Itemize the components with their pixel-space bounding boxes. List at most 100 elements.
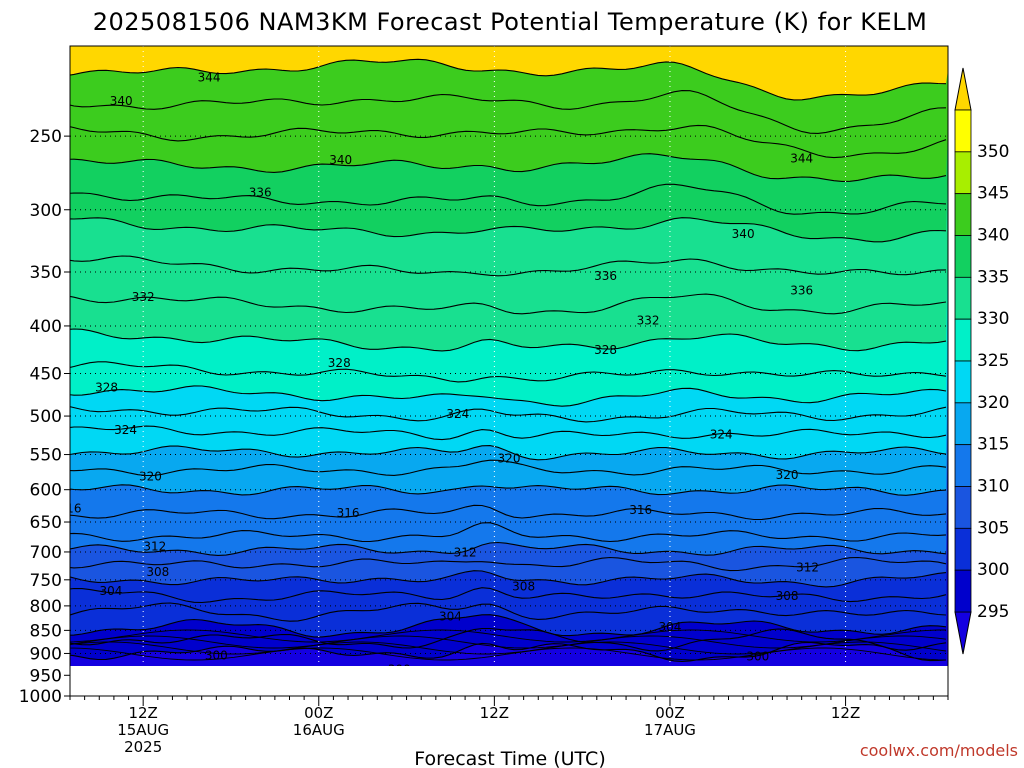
x-tick-label: 00Z [304, 704, 333, 722]
contour-label: 328 [328, 356, 351, 370]
colorbar-label: 330 [977, 309, 1009, 329]
isentrope-line [70, 293, 947, 315]
isentrope-line [70, 635, 947, 649]
y-tick-label: 650 [30, 513, 62, 533]
contour-label: 316 [337, 506, 360, 520]
contour-label: 304 [100, 584, 123, 598]
isentrope-line [70, 217, 947, 243]
colorbar-segment [954, 360, 972, 404]
contour-label: 340 [329, 153, 352, 167]
contour-label: 300 [746, 650, 769, 664]
colorbar-label: 345 [977, 184, 1009, 204]
isentrope-line [70, 629, 946, 643]
contour-label: 304 [439, 609, 462, 623]
colorbar-label: 340 [977, 226, 1009, 246]
colorbar-label: 310 [977, 477, 1009, 497]
contour-label: 316 [59, 502, 82, 516]
y-tick-label: 850 [30, 621, 62, 641]
isentrope-line [70, 124, 947, 159]
contour-label: 316 [629, 503, 652, 517]
contour-label: 344 [198, 71, 221, 85]
contour-label: 344 [790, 152, 813, 166]
isentrope-line [70, 522, 947, 543]
colorbar-label: 350 [977, 142, 1009, 162]
isentrope-line [70, 328, 947, 352]
pressure-axis: 250 300 350 400 450 500 550 600 650 700 750 800 850 9… [19, 127, 70, 707]
isentrope-contours [70, 58, 947, 662]
x-axis-label: Forecast Time (UTC) [414, 748, 605, 768]
colorbar-over-arrow [954, 67, 972, 111]
contour-label: 336 [790, 284, 813, 298]
isentrope-line [70, 255, 947, 277]
colorbar-segment [954, 444, 972, 487]
contour-label: 324 [114, 423, 137, 437]
y-tick-label: 750 [30, 571, 62, 591]
isentrope-line [70, 641, 947, 662]
colorbar-label: 320 [977, 393, 1009, 413]
contour-label: 308 [512, 580, 535, 594]
isentrope-line [70, 183, 947, 215]
y-tick-label: 800 [30, 597, 62, 617]
source-credit: coolwx.com/models [860, 741, 1018, 760]
y-tick-label: 950 [30, 666, 62, 686]
isentrope-line [70, 541, 947, 556]
isentrope-line [70, 425, 947, 441]
y-tick-label: 500 [30, 407, 62, 427]
colorbar-segment [954, 235, 972, 278]
contour-label: 336 [594, 269, 617, 283]
contour-label: 324 [446, 407, 469, 421]
y-tick-label: 250 [30, 127, 62, 147]
contour-label: 312 [143, 540, 166, 554]
ground-surface [70, 666, 948, 696]
x-tick-label: 00Z [655, 704, 684, 722]
colorbar-label: 335 [977, 267, 1009, 287]
colorbar-segment [954, 276, 972, 320]
isentrope-line [70, 445, 947, 461]
colorbar-segment [954, 569, 972, 613]
contour-label: 308 [146, 565, 169, 579]
y-tick-label: 550 [30, 446, 62, 466]
colorbar-segment [954, 527, 972, 571]
x-tick-label: 2025 [124, 738, 162, 756]
contour-label: 320 [776, 468, 799, 482]
isentrope-line [70, 587, 947, 604]
contour-label: 328 [594, 343, 617, 357]
contour-label: 340 [732, 227, 755, 241]
y-tick-label: 350 [30, 263, 62, 283]
colorbar-label: 300 [977, 560, 1009, 580]
y-tick-label: 450 [30, 365, 62, 385]
band-fill [70, 46, 948, 100]
contour-label: 304 [659, 620, 682, 634]
contour-label: 312 [454, 545, 477, 559]
y-tick-label: 900 [30, 644, 62, 664]
x-tick-label: 12Z [480, 704, 509, 722]
contour-label: 312 [796, 561, 819, 575]
isentrope-line [70, 484, 947, 496]
isentrope-line [70, 385, 947, 407]
temperature-fill-bands [70, 46, 948, 666]
contour-label: 332 [637, 313, 660, 327]
y-tick-label: 1000 [19, 687, 62, 707]
x-tick-label: 16AUG [293, 721, 345, 739]
contour-label: 340 [110, 94, 133, 108]
isentrope-line [70, 90, 947, 134]
y-tick-label: 300 [30, 201, 62, 221]
contour-label: 308 [776, 589, 799, 603]
x-tick-label: 17AUG [644, 721, 696, 739]
colorbar-segment [954, 109, 972, 153]
isentrope-line [70, 153, 947, 182]
colorbar-label: 305 [977, 518, 1009, 538]
colorbar-under-arrow [954, 611, 972, 655]
isentrope-line [70, 406, 947, 423]
chart-title: 2025081506 NAM3KM Forecast Potential Tem… [93, 8, 928, 36]
plot-area: 300 300 300 304 304 304 308 308 308 312 312 312 316 3… [59, 46, 948, 696]
grid-lines [70, 46, 948, 666]
colorbar-label: 295 [977, 602, 1009, 622]
contour-label: 336 [249, 185, 272, 199]
contour-label: 320 [498, 452, 521, 466]
x-tick-label: 15AUG [117, 721, 169, 739]
isentrope-line [70, 647, 947, 661]
colorbar-label: 315 [977, 435, 1009, 455]
